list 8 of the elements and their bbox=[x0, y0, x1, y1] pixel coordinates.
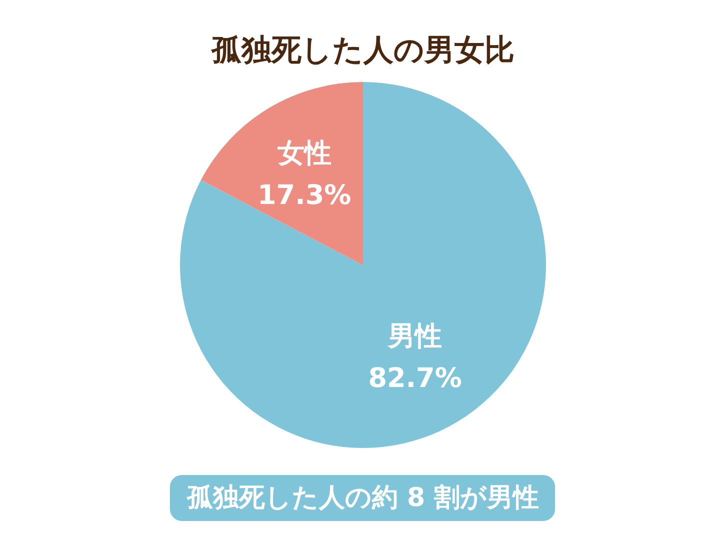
pie-slice bbox=[201, 82, 363, 265]
slice-label: 女性 bbox=[276, 138, 332, 169]
chart-title: 孤独死した人の男女比 bbox=[210, 33, 514, 68]
slice-label: 男性 bbox=[387, 321, 442, 352]
data-label: 17.3% bbox=[257, 180, 352, 211]
data-label: 82.7% bbox=[368, 363, 462, 394]
pie-slice bbox=[180, 82, 546, 448]
text: 孤独死した人の約 8 割が男性 bbox=[186, 483, 540, 513]
